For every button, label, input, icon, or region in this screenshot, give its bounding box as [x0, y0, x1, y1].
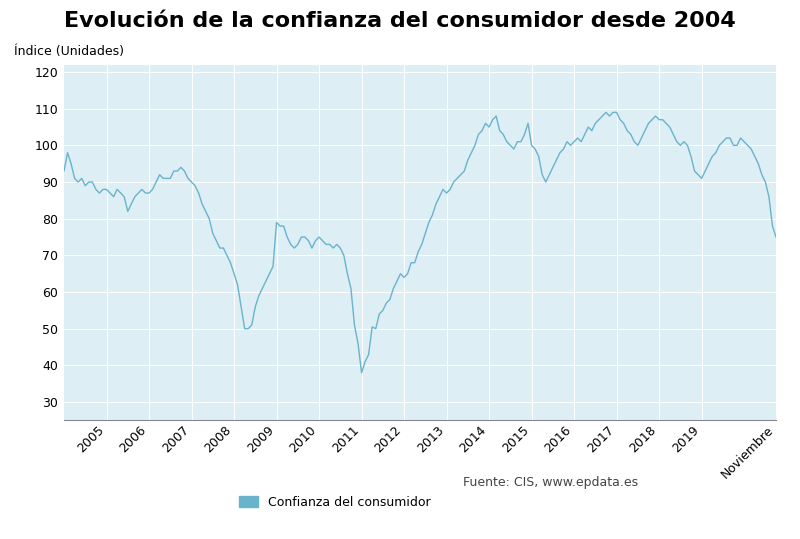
Legend: Confianza del consumidor: Confianza del consumidor	[234, 490, 435, 514]
Text: Índice (Unidades): Índice (Unidades)	[14, 45, 124, 58]
Text: Fuente: CIS, www.epdata.es: Fuente: CIS, www.epdata.es	[462, 476, 638, 489]
Text: Evolución de la confianza del consumidor desde 2004: Evolución de la confianza del consumidor…	[64, 11, 736, 31]
